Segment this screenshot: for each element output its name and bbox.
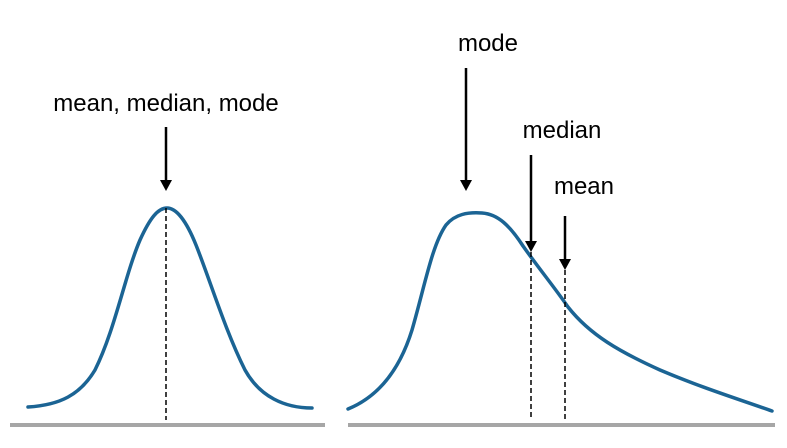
mode-arrow-head [460, 180, 472, 191]
median-label: median [523, 117, 602, 144]
median-arrow-head [525, 241, 537, 252]
mode-label: mode [458, 30, 518, 57]
symmetric-label: mean, median, mode [53, 90, 278, 117]
mean-arrow-head [559, 259, 571, 270]
skewed-panel: mode median mean [346, 30, 775, 427]
mean-label: mean [554, 173, 614, 200]
symmetric-panel: mean, median, mode [10, 90, 325, 427]
symmetric-arrow-head [160, 180, 172, 191]
skewed-curve [346, 211, 774, 413]
symmetric-curve [26, 206, 314, 410]
